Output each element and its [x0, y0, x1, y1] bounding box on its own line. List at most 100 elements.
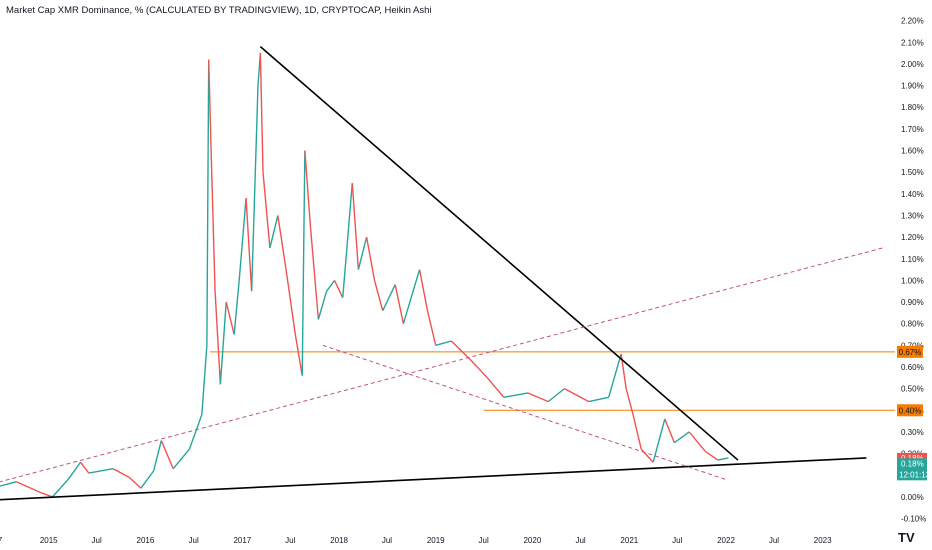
- x-tick-label: 2017: [233, 536, 251, 545]
- price-segment: [225, 301, 235, 335]
- price-segment: [160, 440, 174, 469]
- x-tick-label: Jul: [285, 536, 295, 545]
- x-tick-label: 2015: [40, 536, 58, 545]
- y-tick-label: 1.10%: [901, 255, 924, 264]
- y-tick-label: 1.40%: [901, 190, 924, 199]
- price-segment: [664, 418, 676, 444]
- price-segment: [333, 280, 344, 299]
- price-segment: [640, 448, 654, 463]
- y-tick-label: 2.00%: [901, 60, 924, 69]
- price-segment: [301, 150, 306, 376]
- price-segment: [294, 334, 303, 376]
- price-segment: [652, 418, 666, 463]
- price-segment: [632, 414, 642, 450]
- price-segment: [470, 360, 488, 379]
- level-badge-bg: [897, 345, 923, 358]
- price-segment: [40, 491, 53, 498]
- x-tick-label: Jul: [672, 536, 682, 545]
- chart-title: Market Cap XMR Dominance, % (CALCULATED …: [6, 5, 432, 16]
- price-segment: [435, 340, 452, 347]
- price-segment: [201, 345, 208, 415]
- y-tick-label: 0.30%: [901, 428, 924, 437]
- x-tick-label: Jul: [769, 536, 779, 545]
- x-tick-label: Jul: [92, 536, 102, 545]
- x-tick-label: 2022: [717, 536, 735, 545]
- countdown-label: 12:01:13: [899, 470, 931, 479]
- price-segment: [188, 414, 203, 450]
- x-tick-label: Jul: [189, 536, 199, 545]
- price-segment: [527, 392, 549, 403]
- price-segment: [402, 269, 421, 324]
- price-segment: [373, 280, 384, 311]
- price-segment: [342, 182, 353, 298]
- price-segment: [588, 396, 609, 403]
- x-tick-label: 2019: [427, 536, 445, 545]
- price-segment: [208, 59, 212, 151]
- price-segment: [128, 476, 142, 489]
- price-segment: [259, 53, 264, 173]
- price-segment: [304, 150, 312, 227]
- x-tick-label: 2018: [330, 536, 348, 545]
- price-segment: [233, 280, 240, 335]
- dashed-trend-line: [0, 247, 883, 483]
- y-tick-label: 0.80%: [901, 320, 924, 329]
- price-segment: [382, 284, 396, 312]
- price-segment: [688, 431, 706, 452]
- x-tick-label: 2020: [523, 536, 541, 545]
- price-segment: [673, 431, 690, 444]
- level-badge: 0.40%: [897, 404, 923, 417]
- price-segment: [704, 450, 719, 461]
- price-segment: [564, 388, 590, 403]
- y-tick-label: 1.90%: [901, 82, 924, 91]
- price-segment: [450, 340, 472, 361]
- price-segment: [351, 182, 360, 270]
- x-tick-label: 2023: [814, 536, 832, 545]
- price-segment: [214, 291, 222, 385]
- y-tick-label: 0.60%: [901, 363, 924, 372]
- y-tick-label: 1.70%: [901, 125, 924, 134]
- solid-trend-line: [259, 46, 739, 461]
- x-tick-label: Jul: [382, 536, 392, 545]
- price-segment: [245, 198, 253, 292]
- price-segment: [112, 468, 130, 478]
- y-tick-label: 2.20%: [901, 17, 924, 26]
- price-segment: [269, 215, 279, 249]
- y-tick-label: 0.50%: [901, 385, 924, 394]
- price-segment: [285, 269, 297, 335]
- y-tick-label: 1.50%: [901, 168, 924, 177]
- price-segment: [608, 353, 622, 398]
- price-segment: [51, 479, 69, 498]
- price-segment: [206, 59, 210, 346]
- price-segment: [357, 236, 368, 270]
- price-segment: [0, 481, 17, 487]
- price-segment: [250, 85, 259, 292]
- level-badge-label: 0.40%: [899, 406, 922, 415]
- axis-layer: 2.20% 2.10% 2.00% 1.90% 1.80% 1.70% 1.60% 1.50%…: [0, 17, 926, 545]
- price-segment: [394, 284, 405, 324]
- y-tick-label: 2.10%: [901, 38, 924, 47]
- solid-trend-line: [0, 457, 867, 501]
- y-tick-label: 1.80%: [901, 103, 924, 112]
- price-segment: [262, 172, 271, 249]
- plot-layer: [0, 46, 895, 501]
- price-segment: [486, 377, 505, 398]
- price-segment: [547, 388, 565, 403]
- price-segment: [309, 226, 320, 320]
- x-tick-label: Jul: [479, 536, 489, 545]
- y-tick-label: 0.90%: [901, 298, 924, 307]
- price-segment: [172, 448, 190, 470]
- price-segment: [88, 468, 114, 474]
- dashed-trend-line: [322, 344, 727, 481]
- last-value-label: 0.18%: [901, 459, 924, 468]
- y-tick-label: 1.00%: [901, 276, 924, 285]
- y-tick-label: 0.00%: [901, 493, 924, 502]
- price-segment: [717, 457, 729, 461]
- price-segment: [67, 461, 82, 480]
- price-segment: [210, 150, 216, 292]
- price-segment: [365, 236, 376, 281]
- last-value-badge-bg: [897, 458, 927, 481]
- price-segment: [426, 310, 437, 346]
- level-badge-label: 0.67%: [899, 348, 922, 357]
- y-tick-label: 1.30%: [901, 211, 924, 220]
